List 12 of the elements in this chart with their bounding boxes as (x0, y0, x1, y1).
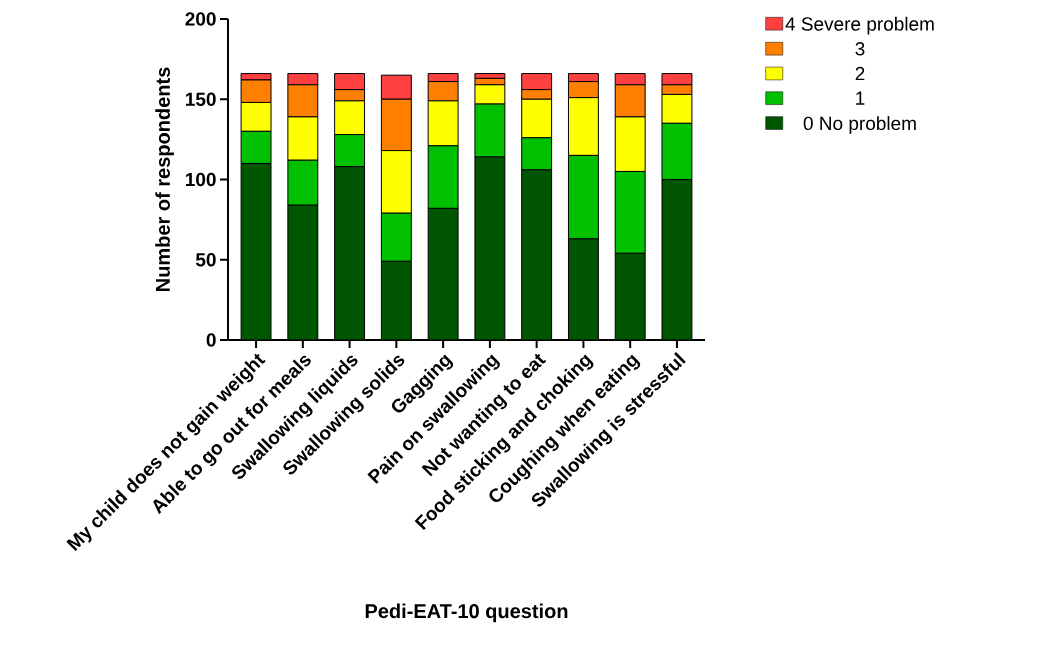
text: 2 (855, 66, 865, 81)
y-tick-label: 0 (206, 333, 216, 347)
y-tick-label: 100 (185, 172, 216, 187)
y-tick-label: 200 (185, 12, 216, 26)
y-tick-label: 50 (195, 253, 216, 267)
text: 3 (855, 42, 865, 56)
legend-label: 0 No problem (803, 116, 916, 134)
y-tick-label: 150 (185, 92, 216, 106)
y-axis-title: Number of respondents (155, 67, 174, 291)
legend-label: 4 Severe problem (785, 16, 934, 35)
text: 1 (856, 91, 865, 105)
x-axis-title: Pedi-EAT-10 question (365, 603, 568, 623)
